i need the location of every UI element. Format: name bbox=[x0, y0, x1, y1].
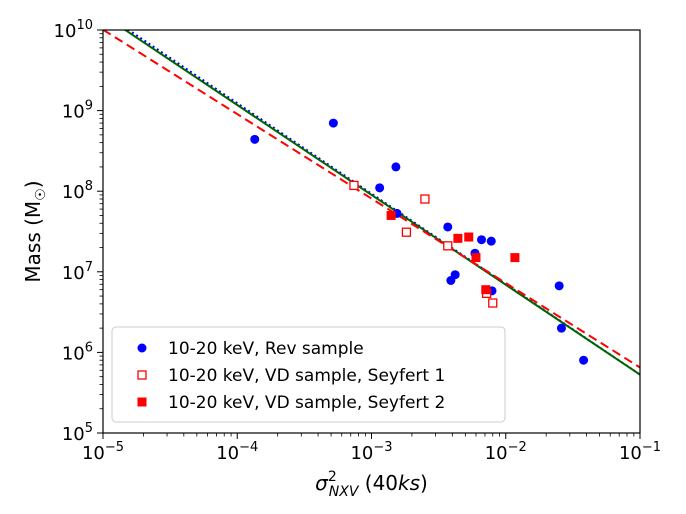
y-tick-label: 107 bbox=[62, 260, 93, 284]
data-point-s1-6 bbox=[443, 222, 453, 232]
data-point-s1-10 bbox=[477, 235, 487, 245]
data-point-s3-5 bbox=[481, 285, 491, 295]
legend-marker-1 bbox=[137, 343, 147, 353]
data-point-s1-3 bbox=[375, 183, 385, 193]
y-tick-label: 106 bbox=[62, 340, 93, 364]
data-point-s1-8 bbox=[450, 270, 460, 280]
y-tick-label: 108 bbox=[62, 179, 93, 203]
x-tick-label: 10−2 bbox=[485, 440, 527, 464]
data-point-s2-2 bbox=[401, 227, 412, 237]
legend-label-3: 10-20 keV, VD sample, Seyfert 2 bbox=[168, 393, 445, 413]
y-tick-label: 105 bbox=[62, 421, 93, 445]
data-point-s1-14 bbox=[556, 323, 566, 333]
data-point-s1-15 bbox=[579, 355, 589, 365]
legend-box bbox=[111, 326, 506, 423]
y-tick-label: 1010 bbox=[54, 18, 93, 42]
x-tick-label: 10−4 bbox=[216, 440, 258, 464]
legend-marker-2 bbox=[137, 370, 147, 380]
legend-label-2: 10-20 keV, VD sample, Seyfert 1 bbox=[168, 366, 445, 386]
data-point-s3-6 bbox=[510, 253, 520, 263]
data-point-s1-4 bbox=[391, 162, 401, 172]
legend-marker-3 bbox=[137, 397, 147, 407]
plot-area bbox=[103, 30, 640, 376]
x-tick-label: 10−5 bbox=[82, 440, 124, 464]
legend-label-1: 10-20 keV, Rev sample bbox=[168, 339, 364, 359]
data-point-s3-3 bbox=[464, 232, 474, 242]
fit-line-fit-all bbox=[123, 30, 640, 376]
data-point-s3-1 bbox=[386, 210, 396, 220]
axes: 10−5 10−4 10−3 10−2 10−1 105 106 107 108 109 1010 bbox=[54, 18, 661, 464]
data-point-s1-13 bbox=[554, 281, 564, 291]
data-point-s3-2 bbox=[453, 233, 463, 243]
y-axis-label: Mass (M☉) bbox=[21, 180, 49, 282]
data-point-s2-3 bbox=[420, 194, 430, 204]
y-tick-label: 109 bbox=[62, 99, 93, 123]
legend: 10-20 keV, Rev sample 10-20 keV, VD sampl… bbox=[111, 326, 506, 423]
data-point-s3-4 bbox=[471, 253, 481, 263]
x-tick-label: 10−3 bbox=[350, 440, 392, 464]
data-point-s1-1 bbox=[250, 134, 260, 144]
x-axis-label: σ2 NXV (40ks) bbox=[315, 469, 428, 500]
fit-line-fit-vd bbox=[103, 30, 640, 369]
axis-labels: σ2 NXV (40ks) Mass (M☉) bbox=[21, 180, 428, 500]
data-point-s2-4 bbox=[443, 241, 453, 251]
data-point-s2-1 bbox=[349, 180, 359, 191]
data-point-s1-11 bbox=[486, 236, 496, 246]
data-point-s2-6 bbox=[488, 298, 498, 308]
data-point-s1-2 bbox=[328, 118, 338, 128]
x-tick-label: 10−1 bbox=[619, 440, 661, 464]
